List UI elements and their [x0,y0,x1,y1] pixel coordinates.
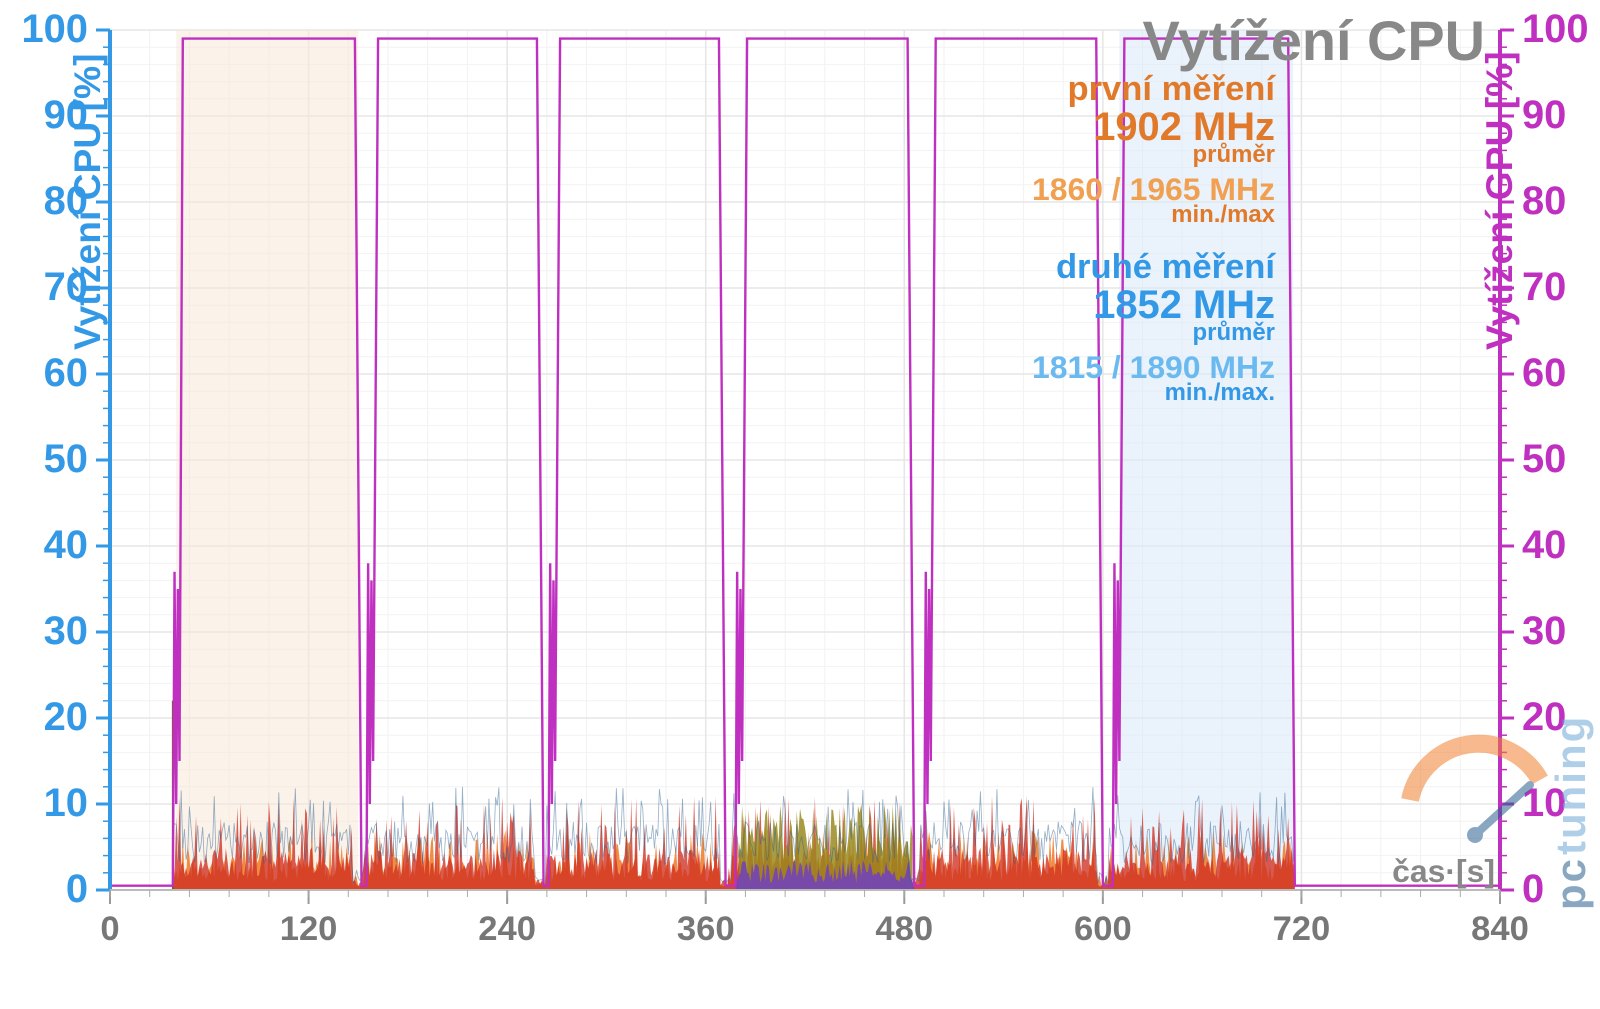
y-left-tick-label: 10 [44,781,88,825]
cpu-gpu-utilization-chart: 0102030405060708090100010203040506070809… [0,0,1600,1009]
x-tick-label: 360 [677,910,735,948]
info-panel-text: průměr [1193,141,1275,168]
y-axis-left-label: Vytížení CPU [%] [66,53,108,350]
x-tick-label: 480 [875,910,933,948]
y-right-tick-label: 60 [1522,351,1566,395]
x-tick-label: 240 [478,910,536,948]
y-left-tick-label: 0 [66,867,88,911]
info-panel-text: první měření [1067,70,1276,108]
x-tick-label: 0 [100,910,119,948]
y-left-tick-label: 40 [44,523,88,567]
y-right-tick-label: 0 [1522,867,1544,911]
y-left-tick-label: 50 [44,437,88,481]
y-left-tick-label: 100 [21,7,88,51]
chart-title: Vytížení CPU [1143,9,1485,72]
info-panel-text: průměr [1193,319,1275,346]
x-tick-label: 720 [1273,910,1331,948]
x-tick-label: 840 [1471,910,1529,948]
y-left-tick-label: 60 [44,351,88,395]
info-panel-text: druhé měření [1056,248,1276,286]
y-right-tick-label: 100 [1522,7,1589,51]
y-right-tick-label: 70 [1522,265,1566,309]
y-right-tick-label: 30 [1522,609,1566,653]
y-right-tick-label: 80 [1522,179,1566,223]
svg-text:tuning: tuning [1547,715,1594,855]
y-right-tick-label: 40 [1522,523,1566,567]
info-panel-text: min./max. [1165,379,1275,406]
y-right-tick-label: 90 [1522,93,1566,137]
highlight-band [176,30,358,890]
x-tick-label: 600 [1074,910,1132,948]
y-left-tick-label: 20 [44,695,88,739]
x-tick-label: 120 [280,910,338,948]
y-left-tick-label: 30 [44,609,88,653]
y-axis-right-label: Vytížení GPU [%] [1478,51,1520,350]
info-panel-text: min./max [1171,201,1275,228]
y-right-tick-label: 50 [1522,437,1566,481]
svg-text:pc: pc [1547,857,1594,910]
x-axis-label: čas·[s] [1392,853,1495,889]
